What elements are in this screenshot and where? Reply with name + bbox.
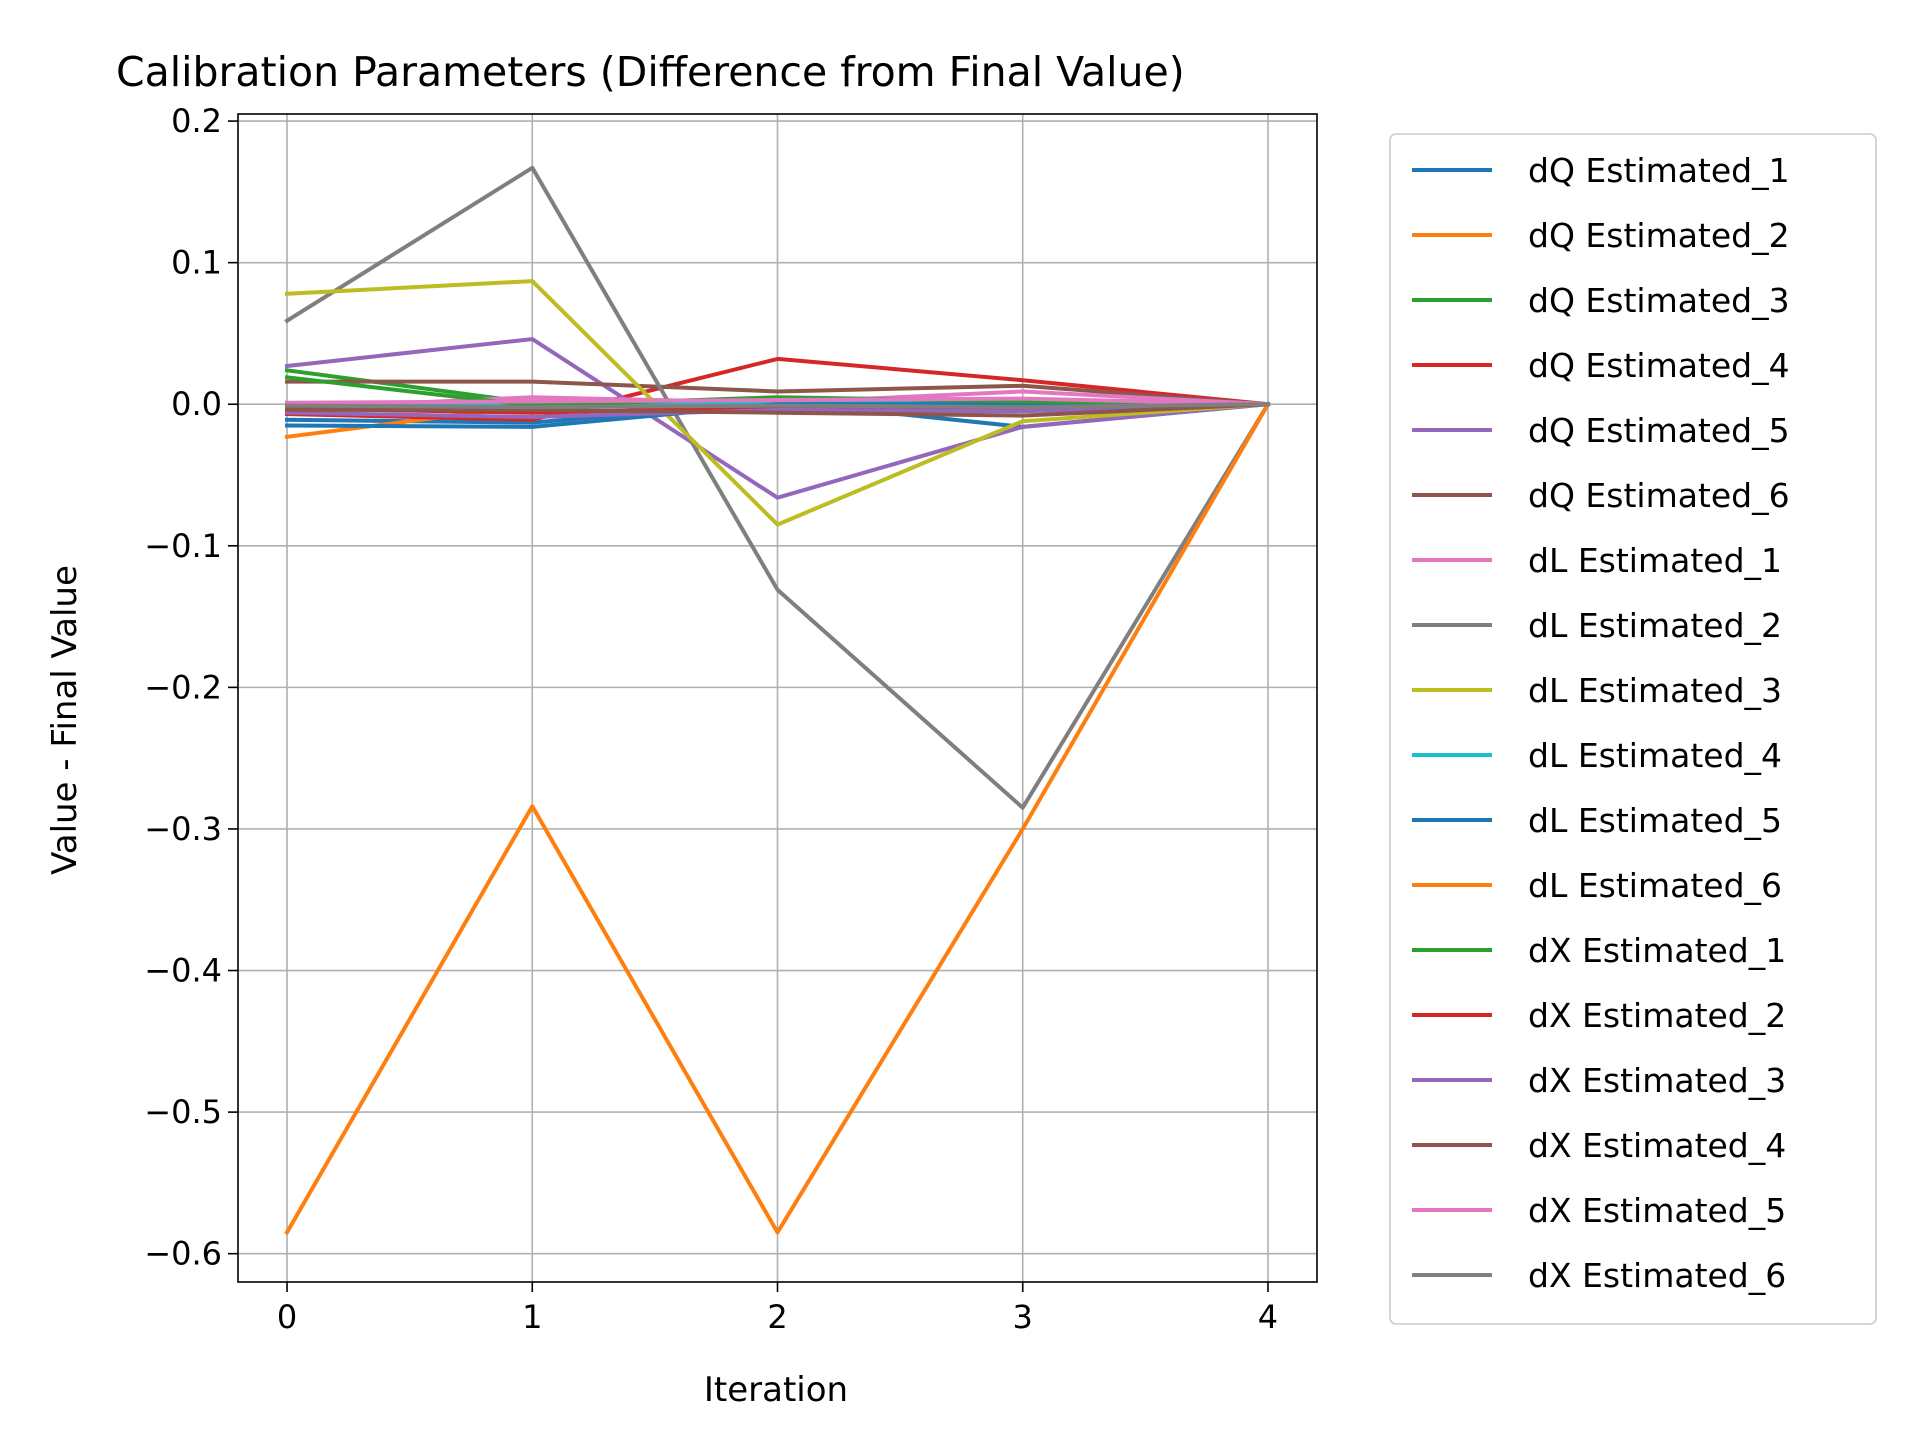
x-tick-label: 1 — [522, 1298, 542, 1336]
legend-label: dL Estimated_1 — [1528, 541, 1782, 580]
series-line-17 — [284, 396, 1271, 407]
legend-label: dX Estimated_1 — [1528, 931, 1786, 970]
series-line-5 — [284, 337, 1271, 500]
x-tick-label: 4 — [1258, 1298, 1278, 1336]
series-line-8 — [284, 165, 1271, 810]
chart-title: Calibration Parameters (Difference from … — [116, 48, 1185, 96]
y-tick-label: −0.5 — [144, 1093, 222, 1131]
series-line-15 — [284, 402, 1271, 419]
legend-label: dX Estimated_2 — [1528, 996, 1786, 1035]
x-tick-label: 3 — [1013, 1298, 1033, 1336]
y-tick-label: −0.2 — [144, 668, 222, 706]
legend-label: dX Estimated_3 — [1528, 1061, 1786, 1100]
y-axis-title: Value - Final Value — [45, 565, 85, 875]
y-tick-label: 0.1 — [171, 244, 222, 282]
y-tick-label: −0.3 — [144, 810, 222, 848]
series-line-9 — [284, 279, 1271, 527]
legend-label: dQ Estimated_5 — [1528, 411, 1790, 450]
legend-label: dQ Estimated_1 — [1528, 151, 1790, 190]
legend-label: dQ Estimated_2 — [1528, 216, 1790, 255]
x-tick-label: 2 — [767, 1298, 787, 1336]
y-tick-label: −0.4 — [144, 952, 222, 990]
plot-series — [284, 165, 1271, 1236]
legend-label: dQ Estimated_4 — [1528, 346, 1790, 385]
x-axis-title: Iteration — [704, 1370, 848, 1410]
y-tick-label: 0.2 — [171, 102, 222, 140]
series-line-6 — [285, 379, 1271, 407]
legend-label: dQ Estimated_3 — [1528, 281, 1790, 320]
legend-label: dL Estimated_5 — [1528, 801, 1782, 840]
series-line-18 — [284, 402, 1271, 410]
legend-label: dL Estimated_3 — [1528, 671, 1782, 710]
y-tick-label: −0.6 — [144, 1235, 222, 1273]
series-line-4 — [284, 356, 1271, 422]
legend-label: dL Estimated_2 — [1528, 606, 1782, 645]
axis-ticks: 0 1 2 3 4 0.2 0.1 0.0 −0.1 −0.2 −0.3 −0.4 −0.5 −0.6 — [144, 102, 1278, 1336]
legend: dQ Estimated_1 dQ Estimated_2 dQ Estimated… — [1389, 133, 1877, 1325]
series-line-16 — [285, 402, 1271, 418]
y-tick-label: 0.0 — [171, 385, 222, 423]
legend-label: dX Estimated_5 — [1528, 1191, 1786, 1230]
legend-label: dX Estimated_6 — [1528, 1256, 1786, 1295]
series-line-12 — [284, 401, 1271, 1236]
legend-label: dQ Estimated_6 — [1528, 476, 1790, 515]
y-tick-label: −0.1 — [144, 527, 222, 565]
legend-label: dL Estimated_4 — [1528, 736, 1782, 775]
x-tick-label: 0 — [277, 1298, 297, 1336]
legend-box — [1389, 133, 1877, 1325]
legend-label: dL Estimated_6 — [1528, 866, 1782, 905]
legend-label: dX Estimated_4 — [1528, 1126, 1786, 1165]
